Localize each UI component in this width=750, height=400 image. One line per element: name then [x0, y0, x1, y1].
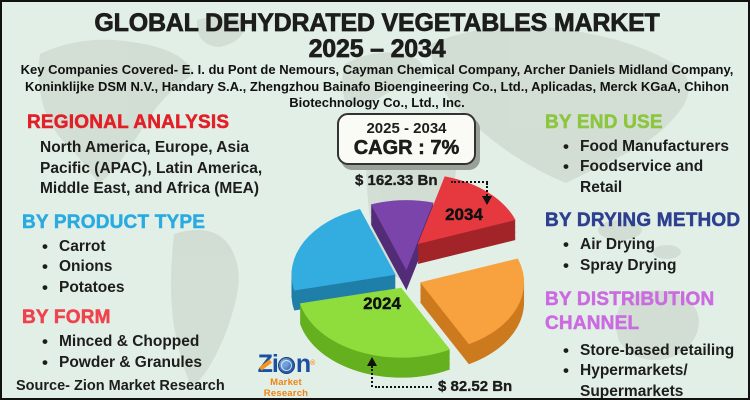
by-end-use-heading: BY END USE	[545, 112, 663, 134]
pie-chart: 2034 2024	[285, 175, 537, 383]
cagr-value: CAGR : 7%	[353, 137, 460, 160]
list-item: Store-based retailing	[561, 340, 747, 363]
list-item: Foodservice and Retail	[561, 156, 747, 198]
arrow-down-icon	[482, 196, 492, 205]
by-drying-method-heading: BY DRYING METHOD	[545, 210, 741, 232]
list-item: Hypermarkets/ Supermarkets	[561, 360, 747, 398]
dotted-connector-2034	[451, 181, 488, 183]
logo-brand-text: Zi n ®	[249, 350, 323, 378]
list-item: Food Manufacturers	[561, 136, 747, 159]
market-value-2034: $ 162.33 Bn	[355, 172, 438, 189]
page-title-line2: 2025 – 2034	[308, 35, 446, 64]
dotted-connector-2034-vertical	[486, 183, 488, 196]
drying-method-list: Air DryingSpray Drying	[561, 234, 747, 278]
dotted-connector-2024-vertical	[371, 366, 373, 387]
by-form-heading: BY FORM	[22, 307, 111, 329]
pie-slice-label-2024: 2024	[363, 294, 401, 313]
logo-letter-n: n	[295, 350, 311, 378]
distribution-channel-list: Store-based retailingHypermarkets/ Super…	[561, 340, 747, 398]
by-distribution-channel-heading: BY DISTRIBUTION CHANNEL	[545, 289, 715, 335]
list-item: Potatoes	[40, 277, 282, 300]
list-item: Minced & Chopped	[40, 331, 282, 354]
page-title-line1: GLOBAL DEHYDRATED VEGETABLES MARKET	[94, 9, 660, 38]
key-companies-text: Key Companies Covered- E. I. du Pont de …	[20, 62, 734, 111]
map-europe	[342, 52, 425, 106]
list-item: Powder & Granules	[40, 352, 282, 375]
list-item: Carrot	[40, 236, 282, 259]
by-product-type-heading: BY PRODUCT TYPE	[22, 211, 206, 234]
globe-icon	[278, 356, 296, 374]
pie-chart-svg	[291, 176, 525, 378]
source-attribution: Source- Zion Market Research	[16, 378, 225, 394]
left-column: REGIONAL ANALYSIS North America, Europe,…	[22, 112, 294, 375]
pie-slice-label-2034: 2034	[445, 205, 483, 224]
end-use-list: Food ManufacturersFoodservice and Retail	[561, 136, 747, 198]
pie-slice-purple	[370, 200, 434, 271]
map-north-america	[38, 39, 194, 184]
form-list: Minced & ChoppedPowder & Granules	[40, 331, 282, 375]
dotted-connector-2024	[375, 386, 432, 388]
right-column: BY END USE Food ManufacturersFoodservice…	[545, 112, 747, 398]
list-item: Air Drying	[561, 234, 747, 257]
pie-slice-2034	[417, 176, 516, 244]
logo-letters-zi: Zi	[257, 350, 279, 378]
map-greenland	[196, 16, 247, 47]
product-type-list: CarrotOnionsPotatoes	[40, 236, 282, 300]
zion-market-research-logo: Zi n ® Market Research	[249, 350, 323, 399]
list-item: Onions	[40, 256, 282, 279]
regional-analysis-heading: REGIONAL ANALYSIS	[27, 112, 230, 134]
logo-subtitle: Market Research	[249, 377, 323, 399]
cagr-callout-box: 2025 - 2034 CAGR : 7%	[337, 113, 476, 165]
pie-slice-orange	[420, 258, 525, 345]
registered-mark: ®	[310, 360, 315, 368]
pie-slice-blue	[291, 209, 396, 291]
arrow-up-icon	[367, 357, 377, 366]
list-item: Spray Drying	[561, 255, 747, 278]
market-value-2024: $ 82.52 Bn	[438, 378, 513, 395]
pie-slice-2024	[299, 287, 450, 358]
regional-analysis-body: North America, Europe, Asia Pacific (APA…	[40, 139, 263, 198]
cagr-period: 2025 - 2034	[366, 120, 447, 137]
